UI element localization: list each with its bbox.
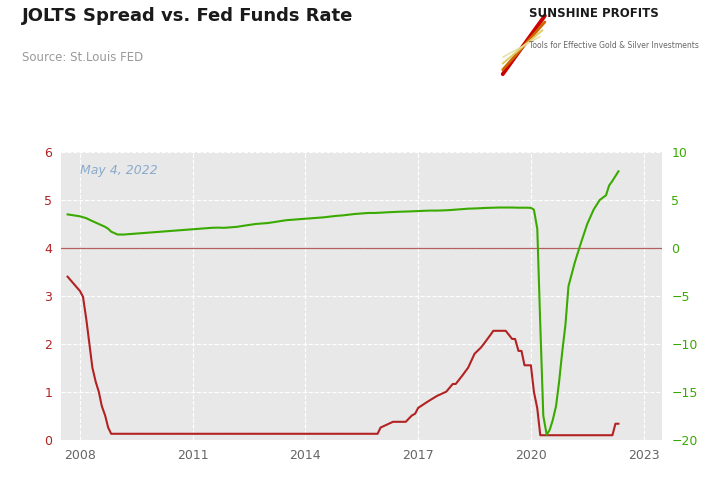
Text: Tools for Effective Gold & Silver Investments: Tools for Effective Gold & Silver Invest… [529,41,699,50]
Text: SUNSHINE PROFITS: SUNSHINE PROFITS [529,7,659,20]
Text: May 4, 2022: May 4, 2022 [80,164,158,177]
Text: Source: St.Louis FED: Source: St.Louis FED [22,51,143,64]
Text: JOLTS Spread vs. Fed Funds Rate: JOLTS Spread vs. Fed Funds Rate [22,7,353,25]
